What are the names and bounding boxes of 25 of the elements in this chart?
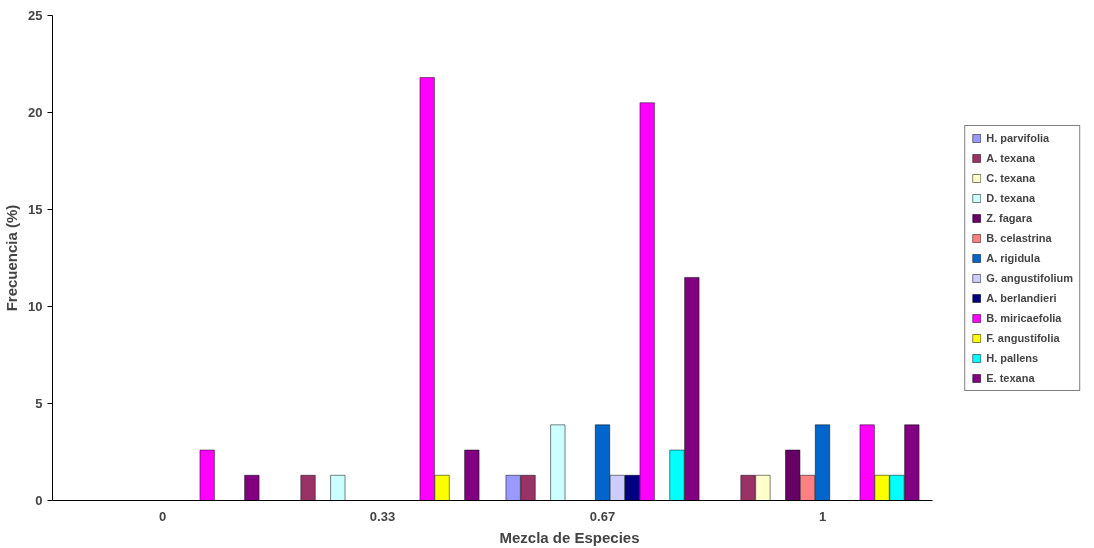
x-tick-label: 0.33 (369, 508, 396, 524)
x-tick-label: 0.67 (589, 508, 616, 524)
legend-label: Z. fagara (986, 211, 1033, 224)
legend-label: G. angustifolium (986, 271, 1073, 284)
legend-label: E. texana (986, 371, 1035, 384)
legend-label: H. parvifolia (986, 131, 1050, 144)
legend-label: F. angustifolia (986, 331, 1060, 344)
legend-label: B. miricaefolia (986, 311, 1062, 324)
legend-label: A. texana (986, 151, 1036, 164)
y-tick-label: 20 (28, 105, 43, 120)
y-axis-title: Frecuencia (%) (3, 204, 21, 312)
y-tick-label: 15 (28, 202, 43, 217)
x-tick-label: 1 (818, 508, 827, 524)
legend-label: A. rigidula (986, 251, 1040, 264)
legend-label: C. texana (986, 171, 1036, 184)
x-tick-label: 0 (158, 508, 167, 524)
legend-label: B. celastrina (986, 231, 1052, 244)
x-axis-title: Mezcla de Especies (499, 528, 640, 546)
y-tick-label: 25 (28, 8, 43, 23)
y-tick-label: 0 (35, 493, 43, 508)
y-tick-label: 10 (28, 299, 43, 314)
y-tick-label: 5 (35, 396, 43, 411)
legend-label: A. berlandieri (986, 291, 1057, 304)
legend-label: D. texana (986, 191, 1036, 204)
legend-label: H. pallens (986, 351, 1039, 364)
